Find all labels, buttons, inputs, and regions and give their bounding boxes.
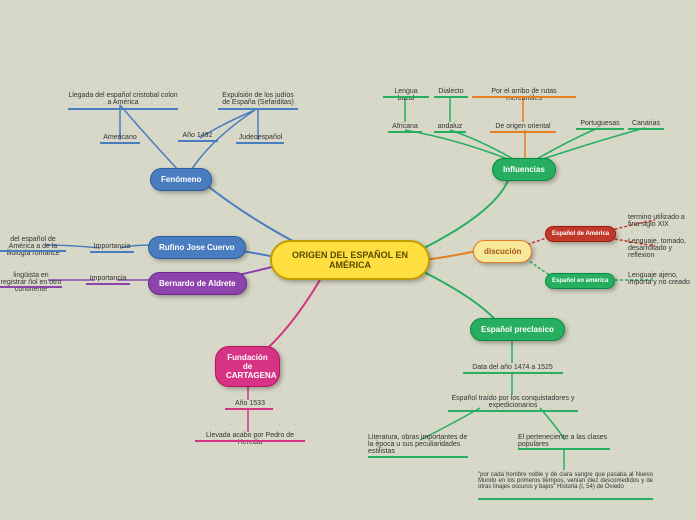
leaf-origen-oriental: De origen oriental [492,123,554,130]
node-esp-america[interactable]: Español de América [545,226,616,242]
leaf-judeo: Judeoespañol [238,134,283,141]
node-bernardo[interactable]: Bernardo de Aldrete [148,272,247,295]
leaf-data-ano: Data del año 1474 a 1525 [465,364,560,371]
node-influencias[interactable]: Influencias [492,158,556,181]
leaf-termino: termino utilizado a fina siglo XIX [628,214,696,228]
leaf-pertenece: El perteneciente a las clases populares [518,434,608,448]
leaf-importancia2: Importancia [88,275,128,282]
leaf-africana: Africana [390,123,420,130]
leaf-pedro: Llevada acabo por Pedro de Heredia [195,432,305,446]
leaf-americano: Americano [100,134,140,141]
node-preclasico[interactable]: Español preclasico [470,318,565,341]
leaf-lengua-bozal: Lengua bozal [385,88,427,102]
leaf-ano1492: Año 1492 [180,132,215,139]
leaf-arribo: Por el arribo de rutas mercantiles [474,88,574,102]
node-rufino[interactable]: Rufino Jose Cuervo [148,236,246,259]
leaf-dialecto: Dialecto [436,88,466,95]
leaf-importancia1: Importancia [92,243,132,250]
leaf-traido: Español traído por los conquistadores y … [448,395,578,409]
central-node[interactable]: ORIGEN DEL ESPAÑOL EN AMÉRICA [270,240,430,280]
node-fenomeno[interactable]: Fenómeno [150,168,212,191]
leaf-canarias: Canarias [630,120,662,127]
leaf-ano1533: Año 1533 [230,400,270,407]
leaf-lenguaje-ajeno: Lenguaje ajeno, importa y no creado [628,272,696,286]
leaf-portuguesas: Portuguesas [578,120,622,127]
leaf-expulsion: Expulsión de los judíos de España (Sefar… [218,92,298,106]
node-fundacion[interactable]: Fundación de CARTAGENA [215,346,280,387]
leaf-lenguaje-tomado: Lenguaje, tomado, desarrollado y reflexi… [628,238,696,259]
leaf-historia: del español de América a de la filología… [0,236,66,257]
leaf-llegada: Llegada del español cristobal colon a Am… [68,92,178,106]
node-esp-en-america[interactable]: Español en américa [545,273,615,289]
node-discucion[interactable]: discución [473,240,532,263]
leaf-literatura: Literatura, obras importantes de la époc… [368,434,468,455]
leaf-quote: "por cada hombre noble y de clara sangre… [478,472,653,490]
leaf-linguista: lingüista en registrar ñol en otro conti… [0,272,62,293]
leaf-andaluz: andaluz [436,123,464,130]
